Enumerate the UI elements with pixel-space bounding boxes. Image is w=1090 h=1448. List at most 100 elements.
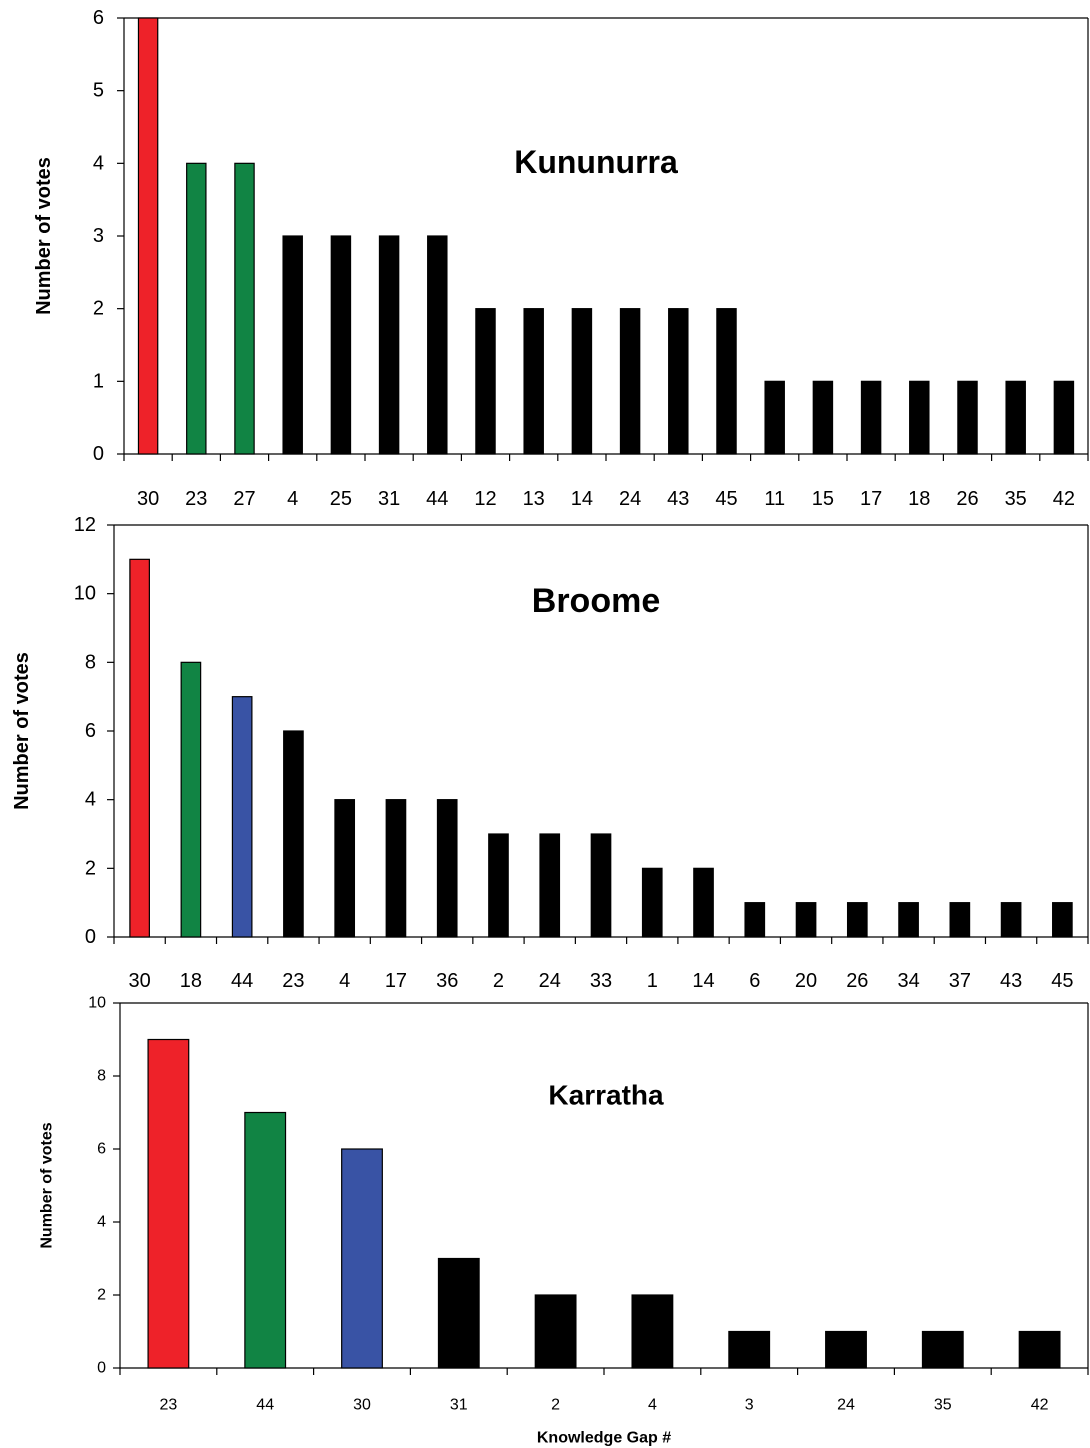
bar-25	[330, 235, 352, 455]
bar-13	[523, 308, 544, 455]
bar-26	[846, 902, 868, 938]
x-tick-label: 34	[897, 970, 919, 992]
y-tick-label: 0	[93, 443, 104, 465]
x-tick-label: 43	[1000, 970, 1022, 992]
y-tick-label: 0	[85, 926, 96, 948]
bar-30	[341, 1148, 383, 1369]
x-tick-label: 18	[180, 970, 202, 992]
y-tick-label: 10	[88, 995, 106, 1012]
bar-2	[488, 833, 509, 938]
x-tick-label: 4	[339, 970, 350, 992]
x-tick-label: 20	[795, 970, 817, 992]
x-tick-label: 31	[450, 1397, 468, 1414]
y-axis-label: Number of votes	[11, 652, 33, 810]
x-tick-label: 27	[233, 488, 255, 510]
x-tick-label: 33	[590, 970, 612, 992]
bar-11	[764, 380, 785, 455]
bar-23	[186, 162, 207, 455]
x-tick-label: 17	[860, 488, 882, 510]
bar-27	[234, 162, 255, 455]
x-tick-label: 43	[667, 488, 689, 510]
bar-24	[539, 833, 561, 938]
bar-42	[1053, 380, 1075, 455]
x-tick-label: 23	[160, 1397, 178, 1414]
x-tick-label: 17	[385, 970, 407, 992]
y-tick-label: 2	[93, 298, 104, 320]
y-tick-label: 4	[93, 152, 104, 174]
bar-35	[921, 1330, 964, 1369]
x-tick-label: 14	[692, 970, 714, 992]
bar-15	[812, 380, 834, 455]
y-tick-label: 8	[85, 651, 96, 673]
bar-17	[385, 799, 407, 938]
x-tick-label: 31	[378, 488, 400, 510]
x-tick-label: 26	[846, 970, 868, 992]
x-tick-label: 24	[539, 970, 561, 992]
bar-20	[795, 902, 817, 938]
bar-36	[436, 799, 458, 938]
bar-14	[693, 867, 714, 938]
y-tick-label: 1	[93, 370, 104, 392]
bar-45	[1052, 902, 1073, 938]
bar-31	[378, 235, 400, 455]
x-tick-label: 26	[956, 488, 978, 510]
x-tick-label: 44	[256, 1397, 274, 1414]
y-tick-label: 4	[85, 789, 96, 811]
x-tick-label: 23	[282, 970, 304, 992]
y-tick-label: 6	[93, 7, 104, 29]
x-tick-label: 12	[474, 488, 496, 510]
bar-4	[334, 799, 356, 938]
y-tick-label: 12	[74, 514, 96, 536]
y-tick-label: 8	[97, 1068, 106, 1085]
bar-12	[475, 308, 496, 455]
x-tick-label: 42	[1053, 488, 1075, 510]
bar-44	[244, 1111, 287, 1369]
y-axis-label: Number of votes	[33, 157, 55, 315]
x-tick-label: 1	[647, 970, 658, 992]
bar-43	[668, 308, 689, 455]
x-tick-label: 35	[1005, 488, 1027, 510]
x-tick-label: 3	[745, 1397, 754, 1414]
y-tick-label: 0	[97, 1360, 106, 1377]
x-tick-label: 30	[137, 488, 159, 510]
y-tick-label: 3	[93, 225, 104, 247]
bar-34	[898, 902, 919, 938]
x-tick-label: 25	[330, 488, 352, 510]
x-tick-label: 23	[185, 488, 207, 510]
x-tick-label: 44	[426, 488, 448, 510]
bar-30	[137, 17, 159, 455]
x-tick-label: 4	[648, 1397, 657, 1414]
bar-18	[909, 380, 930, 455]
bar-4	[631, 1294, 674, 1369]
x-tick-label: 18	[908, 488, 930, 510]
x-tick-label: 14	[571, 488, 593, 510]
x-tick-label: 30	[353, 1397, 371, 1414]
x-tick-label: 6	[749, 970, 760, 992]
x-tick-label: 15	[812, 488, 834, 510]
bar-24	[619, 308, 641, 455]
bar-23	[147, 1038, 190, 1369]
bar-45	[716, 308, 737, 455]
bar-31	[437, 1257, 480, 1369]
bar-35	[1005, 380, 1026, 455]
x-tick-label: 30	[129, 970, 151, 992]
x-tick-label: 42	[1031, 1397, 1049, 1414]
bar-14	[571, 308, 593, 455]
bar-44	[231, 696, 253, 938]
bar-6	[744, 902, 766, 938]
bar-24	[825, 1330, 867, 1369]
x-tick-label: 44	[231, 970, 253, 992]
x-tick-label: 13	[523, 488, 545, 510]
bar-3	[728, 1330, 771, 1369]
x-tick-label: 37	[949, 970, 971, 992]
y-tick-label: 6	[97, 1141, 106, 1158]
x-tick-label: 24	[619, 488, 641, 510]
x-tick-label: 2	[551, 1397, 560, 1414]
bar-26	[957, 380, 978, 455]
y-tick-label: 6	[85, 720, 96, 742]
x-tick-label: 35	[934, 1397, 952, 1414]
x-tick-label: 2	[493, 970, 504, 992]
